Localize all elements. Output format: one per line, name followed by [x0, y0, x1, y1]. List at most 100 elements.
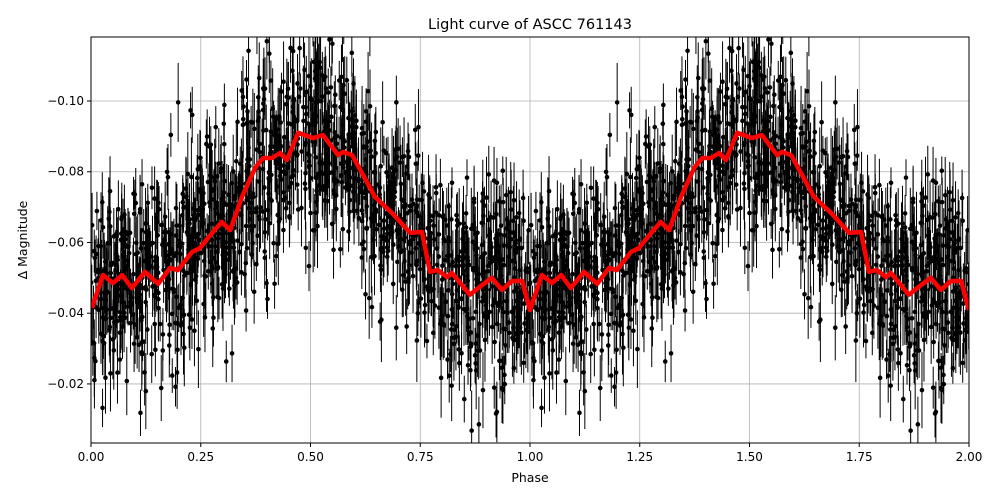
data-point — [956, 236, 962, 242]
data-point — [812, 129, 818, 135]
data-point — [882, 217, 887, 222]
data-point — [189, 174, 194, 180]
data-point — [94, 208, 100, 214]
data-point — [257, 216, 262, 222]
data-point — [415, 153, 421, 158]
data-point — [925, 172, 931, 177]
data-point — [704, 296, 709, 302]
data-point — [503, 326, 509, 332]
data-point — [120, 227, 126, 232]
data-point — [592, 347, 597, 353]
data-point — [607, 132, 613, 138]
data-point — [863, 338, 869, 344]
data-point — [302, 181, 308, 186]
data-point — [318, 169, 324, 175]
data-point — [450, 281, 456, 287]
data-point — [537, 296, 543, 302]
data-point — [710, 240, 715, 246]
data-point — [189, 317, 195, 322]
data-point — [418, 296, 424, 301]
data-point — [363, 291, 368, 297]
data-point — [195, 166, 201, 172]
data-point — [689, 120, 695, 125]
data-point — [237, 249, 242, 255]
data-point — [96, 307, 101, 312]
data-point — [857, 296, 863, 301]
data-point — [303, 245, 309, 251]
data-point — [228, 203, 233, 208]
data-point — [633, 298, 639, 304]
data-point — [169, 311, 175, 317]
data-point — [855, 124, 860, 130]
data-point — [281, 227, 286, 233]
data-point — [384, 254, 390, 260]
data-point — [880, 213, 885, 219]
data-point — [696, 141, 702, 147]
data-point — [456, 347, 462, 352]
data-point — [753, 113, 759, 119]
data-point — [361, 239, 366, 245]
data-point — [833, 228, 839, 233]
data-point — [582, 299, 588, 305]
data-point — [631, 328, 636, 334]
data-point — [960, 218, 965, 224]
data-point — [647, 269, 653, 274]
data-point — [454, 212, 459, 218]
data-point — [398, 181, 404, 187]
data-point — [661, 261, 666, 267]
data-point — [765, 119, 771, 124]
data-point — [118, 237, 124, 243]
data-point — [788, 50, 794, 56]
data-point — [271, 114, 276, 120]
data-point — [726, 215, 731, 220]
data-point — [483, 303, 489, 308]
data-point — [459, 249, 464, 254]
data-point — [287, 184, 292, 190]
data-point — [734, 152, 739, 157]
data-point — [349, 50, 355, 56]
data-point — [244, 245, 250, 251]
data-point — [340, 226, 346, 232]
data-point — [517, 236, 523, 242]
data-point — [377, 319, 383, 324]
data-point — [122, 315, 128, 321]
data-point — [900, 221, 905, 226]
data-point — [690, 289, 696, 295]
data-point — [730, 30, 735, 35]
data-point — [149, 351, 155, 357]
data-point — [401, 153, 407, 159]
data-point — [416, 213, 422, 219]
data-point — [108, 371, 113, 376]
data-point — [625, 312, 631, 317]
data-point — [951, 337, 957, 343]
data-point — [162, 214, 168, 220]
data-point — [182, 345, 187, 350]
data-point — [650, 186, 656, 192]
data-point — [932, 411, 938, 416]
data-point — [817, 267, 823, 273]
data-point — [770, 247, 775, 253]
data-point — [325, 90, 331, 95]
data-point — [704, 207, 709, 213]
data-point — [955, 210, 961, 216]
data-point — [598, 222, 603, 228]
data-point — [956, 267, 961, 273]
data-point — [297, 45, 302, 51]
data-point — [923, 195, 928, 200]
data-point — [608, 247, 614, 252]
data-point — [717, 177, 723, 182]
data-point — [727, 122, 733, 127]
data-point — [705, 51, 711, 56]
data-point — [311, 59, 317, 65]
data-point — [326, 119, 332, 124]
data-point — [595, 206, 601, 212]
data-point — [338, 161, 344, 166]
data-point — [736, 45, 741, 51]
data-point — [591, 321, 596, 327]
data-point — [942, 326, 948, 332]
data-point — [572, 251, 578, 257]
data-point — [485, 217, 491, 223]
data-point — [98, 243, 103, 249]
data-point — [172, 320, 178, 326]
